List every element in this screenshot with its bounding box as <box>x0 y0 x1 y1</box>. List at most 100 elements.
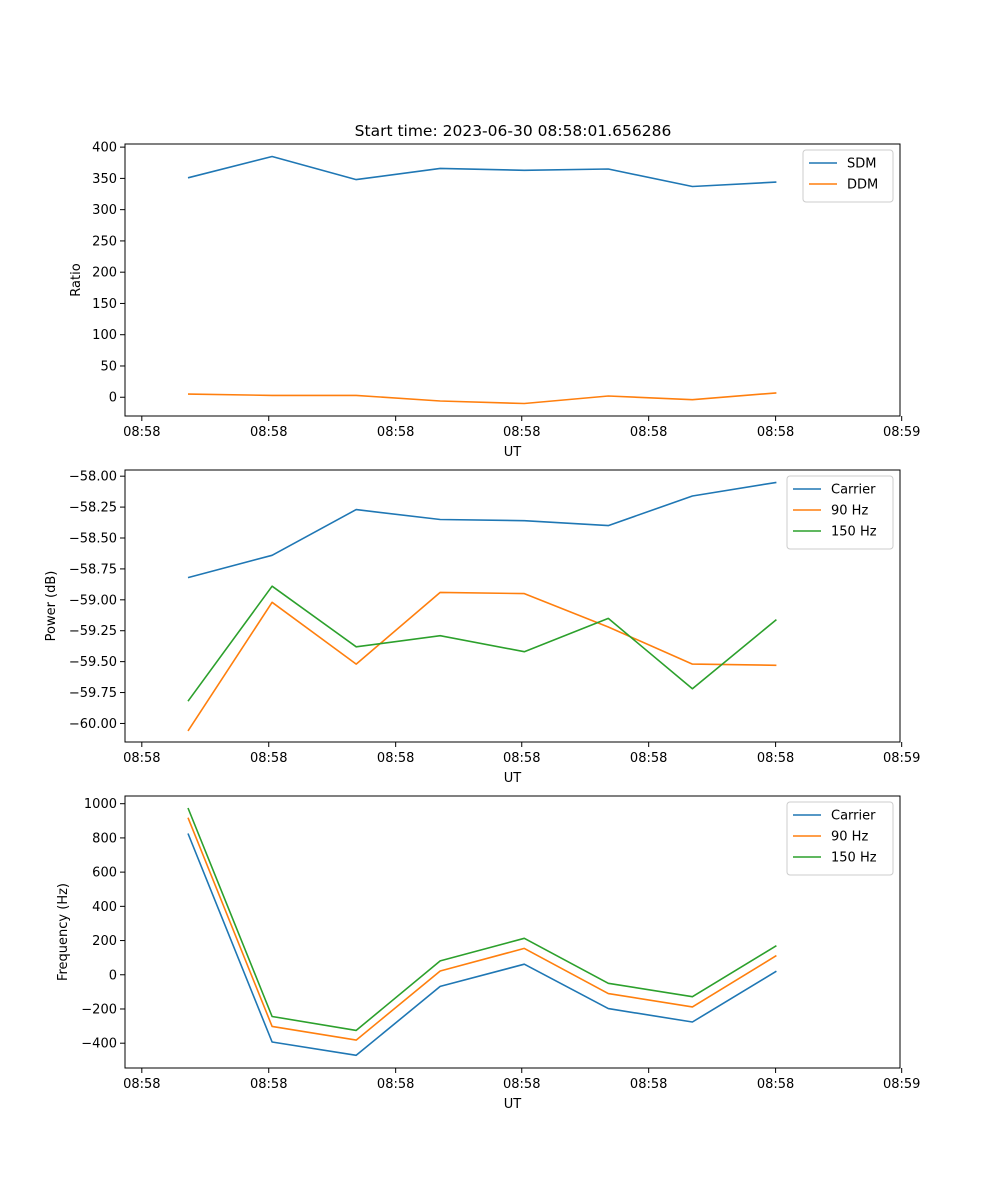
data-point-150-hz <box>522 936 526 940</box>
series-line-90-hz <box>187 591 777 732</box>
axes-frame <box>124 795 901 1069</box>
legend: Carrier 90 Hz 150 Hz <box>786 801 894 876</box>
data-point-150-hz <box>438 634 442 638</box>
data-point-sdm <box>606 167 610 171</box>
x-tick-label: 08:59 <box>883 751 920 766</box>
data-point-150-hz <box>774 944 778 948</box>
data-point-150-hz <box>270 584 274 588</box>
y-tick-label: −58.50 <box>69 532 117 547</box>
data-point-150-hz <box>438 959 442 963</box>
x-tick-label: 08:58 <box>123 425 160 440</box>
data-point-carrier <box>690 1020 694 1024</box>
x-tick-label: 08:58 <box>377 425 414 440</box>
legend: Carrier 90 Hz 150 Hz <box>786 475 894 550</box>
y-axis-label: Ratio <box>69 263 84 296</box>
series-line-sdm <box>187 155 777 188</box>
x-axis-label: UT <box>504 445 522 460</box>
data-point-90-hz <box>186 729 190 733</box>
x-tick-label: 08:58 <box>123 1077 160 1092</box>
data-point-carrier <box>438 984 442 988</box>
axes-frame <box>124 469 901 743</box>
data-point-90-hz <box>354 1038 358 1042</box>
data-point-sdm <box>690 185 694 189</box>
x-tick-label: 08:58 <box>757 751 794 766</box>
data-point-90-hz <box>354 662 358 666</box>
legend-label: 90 Hz <box>831 830 868 845</box>
x-axis-label: UT <box>504 1097 522 1112</box>
data-point-ddm <box>690 398 694 402</box>
legend-label: 150 Hz <box>831 525 877 540</box>
data-point-150-hz <box>186 806 190 810</box>
y-tick-label: −58.00 <box>69 470 117 485</box>
legend-label: 150 Hz <box>831 851 877 866</box>
data-point-ddm <box>270 393 274 397</box>
data-point-sdm <box>270 155 274 159</box>
y-tick-label: −60.00 <box>69 717 117 732</box>
legend-label: DDM <box>847 178 878 193</box>
figure-title: Start time: 2023-06-30 08:58:01.656286 <box>355 122 672 140</box>
data-point-150-hz <box>606 981 610 985</box>
data-point-carrier <box>774 480 778 484</box>
y-tick-label: −58.75 <box>69 562 117 577</box>
data-point-carrier <box>522 962 526 966</box>
data-point-carrier <box>354 1053 358 1057</box>
legend-label: 90 Hz <box>831 504 868 519</box>
data-point-90-hz <box>522 946 526 950</box>
subplot-2: 08:58 08:58 08:58 08:58 08:58 08:58 08:59 −60.0… <box>44 469 920 786</box>
y-tick-label: 0 <box>109 968 117 983</box>
data-point-ddm <box>186 392 190 396</box>
x-tick-label: 08:58 <box>503 751 540 766</box>
subplot-3: 08:58 08:58 08:58 08:58 08:58 08:58 08:59 −400 −… <box>56 795 920 1112</box>
y-tick-label: 100 <box>92 328 117 343</box>
y-tick-label: 250 <box>92 234 117 249</box>
data-point-ddm <box>774 391 778 395</box>
data-point-90-hz <box>522 592 526 596</box>
x-tick-label: 08:58 <box>630 425 667 440</box>
data-point-150-hz <box>522 650 526 654</box>
data-point-90-hz <box>186 816 190 820</box>
y-tick-label: 600 <box>92 866 117 881</box>
data-point-carrier <box>186 832 190 836</box>
y-tick-label: 800 <box>92 831 117 846</box>
subplot-1: 08:58 08:58 08:58 08:58 08:58 08:58 08:59 0 50 10… <box>69 141 920 460</box>
data-point-90-hz <box>774 954 778 958</box>
x-tick-label: 08:59 <box>883 1077 920 1092</box>
y-tick-label: −59.25 <box>69 624 117 639</box>
y-tick-label: 1000 <box>84 797 117 812</box>
data-point-carrier <box>690 494 694 498</box>
x-axis-label: UT <box>504 771 522 786</box>
legend-label: Carrier <box>831 809 876 824</box>
data-point-carrier <box>186 576 190 580</box>
x-tick-label: 08:58 <box>377 1077 414 1092</box>
y-tick-label: 350 <box>92 172 117 187</box>
data-point-90-hz <box>690 662 694 666</box>
data-point-90-hz <box>270 600 274 604</box>
data-point-90-hz <box>690 1005 694 1009</box>
y-tick-label: −59.00 <box>69 593 117 608</box>
data-point-150-hz <box>354 1028 358 1032</box>
data-point-150-hz <box>186 699 190 703</box>
x-tick-label: 08:58 <box>250 751 287 766</box>
x-tick-label: 08:58 <box>503 425 540 440</box>
data-point-sdm <box>774 180 778 184</box>
series-line-150-hz <box>187 585 777 702</box>
data-point-carrier <box>522 519 526 523</box>
x-tick-label: 08:58 <box>250 425 287 440</box>
x-tick-label: 08:59 <box>883 425 920 440</box>
x-tick-label: 08:58 <box>503 1077 540 1092</box>
data-point-90-hz <box>438 969 442 973</box>
x-tick-label: 08:58 <box>757 1077 794 1092</box>
plots: 08:58 08:58 08:58 08:58 08:58 08:58 08:59 0 50 10… <box>44 141 920 1112</box>
data-point-90-hz <box>606 992 610 996</box>
data-point-carrier <box>270 553 274 557</box>
y-tick-label: 0 <box>109 391 117 406</box>
data-point-90-hz <box>774 663 778 667</box>
data-point-sdm <box>438 166 442 170</box>
y-tick-label: −59.75 <box>69 686 117 701</box>
y-tick-label: 200 <box>92 934 117 949</box>
y-axis-label: Power (dB) <box>44 571 59 642</box>
data-point-carrier <box>606 524 610 528</box>
x-tick-label: 08:58 <box>630 1077 667 1092</box>
y-tick-label: 50 <box>100 359 117 374</box>
